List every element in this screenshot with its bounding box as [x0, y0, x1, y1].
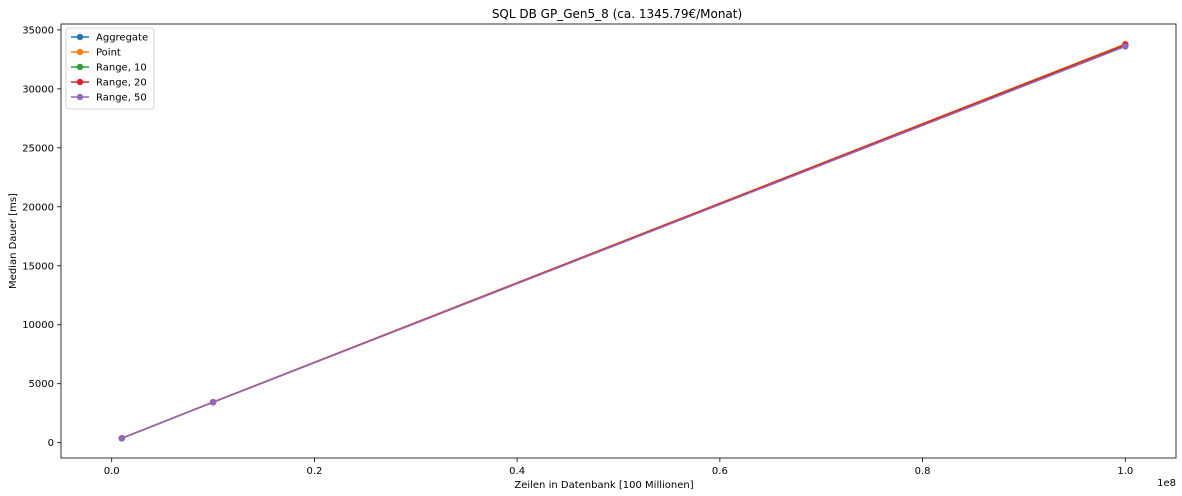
legend-item: Range, 50 — [71, 93, 147, 104]
x-tick-label: 0.4 — [509, 466, 525, 477]
x-axis-offset-label: 1e8 — [1157, 478, 1176, 489]
legend-swatch-marker — [76, 78, 84, 86]
data-point — [1122, 43, 1129, 50]
legend-item: Range, 10 — [71, 63, 147, 74]
legend-label: Range, 50 — [96, 93, 147, 104]
legend-label: Range, 20 — [96, 78, 147, 89]
series-layer — [118, 40, 1129, 442]
legend-swatch-marker — [76, 48, 84, 56]
legend-swatch-marker — [76, 63, 84, 71]
x-axis-label: Zeilen in Datenbank [100 Millionen] — [514, 480, 693, 491]
y-tick-label: 25000 — [22, 143, 54, 154]
legend-item: Point — [71, 48, 121, 59]
series-range-50 — [118, 43, 1129, 442]
y-axis-label: Median Dauer [ms] — [8, 193, 19, 289]
legend-label: Aggregate — [96, 33, 148, 44]
legend-item: Range, 20 — [71, 78, 147, 89]
data-point — [209, 399, 217, 406]
x-tick-label: 1.0 — [1117, 466, 1133, 477]
plot-frame — [60, 23, 1177, 459]
y-tick-label: 35000 — [22, 25, 54, 36]
legend-item: Aggregate — [71, 33, 148, 44]
y-tick-label: 30000 — [22, 84, 54, 95]
plot-area — [60, 23, 1177, 459]
legend-swatch-marker — [76, 93, 84, 101]
series-line — [121, 45, 1126, 440]
legend-label: Point — [96, 48, 121, 59]
legend: Aggregate Point Range, 10 Range, 20 Range, 5… — [65, 27, 155, 110]
y-tick-label: 20000 — [22, 202, 54, 213]
legend-swatch-marker — [76, 33, 84, 41]
x-tick-label: 0.8 — [915, 466, 931, 477]
y-tick-label: 0 — [48, 438, 54, 449]
legend-label: Range, 10 — [96, 63, 147, 74]
chart-title: SQL DB GP_Gen5_8 (ca. 1345.79€/Monat) — [492, 7, 742, 21]
x-axis: 0.0 0.2 0.4 0.6 0.8 1.0 — [104, 458, 1133, 477]
legend-frame — [65, 27, 155, 110]
y-tick-label: 15000 — [22, 261, 54, 272]
y-axis: 0 5000 10000 15000 20000 25000 30000 35000 — [22, 25, 61, 449]
x-tick-label: 0.2 — [306, 466, 322, 477]
y-tick-label: 10000 — [22, 320, 54, 331]
x-tick-label: 0.0 — [104, 466, 120, 477]
x-tick-label: 0.6 — [712, 466, 728, 477]
data-point — [118, 435, 126, 442]
y-tick-label: 5000 — [29, 379, 54, 390]
